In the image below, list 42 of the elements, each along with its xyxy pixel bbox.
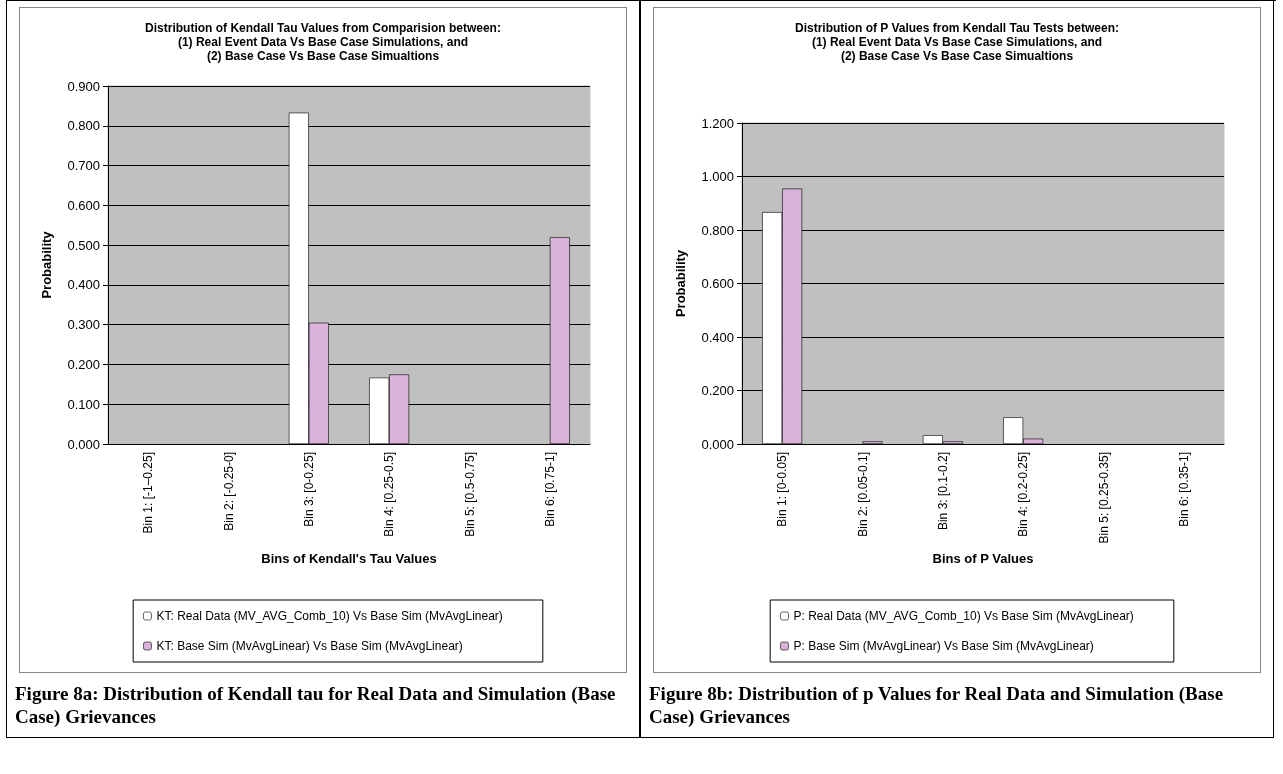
x-tick-label: Bin 1: [0-0.05] [775,452,790,527]
legend-label: KT: Real Data (MV_AVG_Comb_10) Vs Base Sim (MvAvgLinear) [156,609,503,623]
y-tick-label: 0.200 [67,356,100,372]
y-axis-title: Probability [673,249,688,318]
chart-title: Distribution of Kendall Tau Values from Comparision between: (1) Real Event Data Vs Base Case Simulations, and (2) Base Case Vs Base Case Simualtions [145,21,501,63]
y-tick-label: 0.400 [67,277,100,293]
x-tick-label: Bin 4: [0.2-0.25] [1016,452,1031,537]
y-tick-label: 1.200 [701,115,734,131]
x-tick-label: Bin 2: [0.05-0.1] [855,452,870,537]
x-tick-label: Bin 6: [0.35-1] [1176,452,1191,527]
y-tick-label: 0.500 [67,237,100,253]
x-tick-label: Bin 6: [0.75-1] [542,452,557,527]
y-tick-label: 1.000 [701,169,734,184]
x-tick-label: Bin 4: [0.25-0.5] [382,452,397,537]
legend-label: P: Real Data (MV_AVG_Comb_10) Vs Base Sim (MvAvgLinear) [793,609,1134,623]
y-tick-label: 0.100 [67,396,100,412]
y-tick-label: 0.200 [701,383,734,398]
y-tick-label: 0.800 [67,118,100,134]
chart-title: Distribution of P Values from Kendall Tau Tests between: (1) Real Event Data Vs Base Case Simulations, and (2) Base Case Vs Base Case Simualtions [794,21,1120,63]
legend-label: P: Base Sim (MvAvgLinear) Vs Base Sim (MvAvgLinear) [793,639,1094,653]
caption: Figure 8b: Distribution of p Values for Real Data and Simulation (Base Case) Grievances [648,682,1225,729]
y-tick-label: 0.000 [67,436,100,452]
y-tick-label: 0.700 [67,158,100,174]
y-tick-label: 0.000 [701,436,734,452]
x-axis-title: Bins of P Values [932,551,1034,566]
y-tick-label: 0.800 [701,222,734,238]
x-tick-label: Bin 3: [0.1-0.2] [935,452,950,531]
x-tick-label: Bin 1: [-1–0.25] [141,452,156,534]
y-axis-title: Probability [39,230,54,299]
y-tick-label: 0.600 [67,197,100,213]
y-tick-label: 0.600 [701,276,734,291]
y-tick-label: 0.400 [701,329,734,345]
bar [862,441,883,444]
x-tick-label: Bin 2: [-0.25-0] [221,452,236,531]
x-tick-label: Bin 5: [0.5-0.75] [462,452,477,537]
legend-label: KT: Base Sim (MvAvgLinear) Vs Base Sim (MvAvgLinear) [156,639,463,653]
y-tick-label: 0.300 [67,317,100,333]
caption: Figure 8a: Distribution of Kendall tau for Real Data and Simulation (Base Case) Grievances [14,682,617,729]
x-tick-label: Bin 3: [0-0.25] [301,452,316,527]
y-tick-label: 0.900 [67,78,100,94]
x-axis-title: Bins of Kendall's Tau Values [261,551,437,566]
x-tick-label: Bin 5: [0.25-0.35] [1096,452,1111,544]
